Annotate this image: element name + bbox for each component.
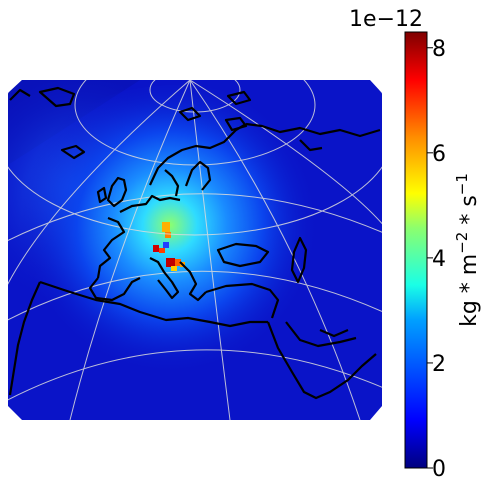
colorbar-multiplier: 1e−12 (349, 7, 423, 32)
colorbar-gradient (404, 31, 428, 469)
graticule (8, 80, 382, 420)
plume-main (8, 85, 350, 375)
map-panel (8, 80, 382, 420)
coastlines (8, 86, 381, 400)
colorbar-ticks: 0 2 4 6 8 (427, 37, 446, 480)
colorbar-tick-label: 4 (432, 247, 446, 272)
colorbar-tick-label: 0 (432, 457, 446, 480)
colorbar-tick-label: 8 (432, 37, 446, 62)
colorbar-tick-label: 2 (432, 352, 446, 377)
unit-exp2: −1 (453, 173, 471, 195)
unit-base: kg * m (457, 254, 481, 327)
colorbar-unit-label: kg * m−2 * s−1 (453, 173, 481, 327)
unit-mid: * s (457, 195, 481, 231)
colorbar-tick-label: 6 (432, 142, 446, 167)
unit-exp1: −2 (453, 232, 471, 254)
colorbar: 0 2 4 6 8 1e−12 kg * m−2 * s−1 (349, 7, 481, 480)
